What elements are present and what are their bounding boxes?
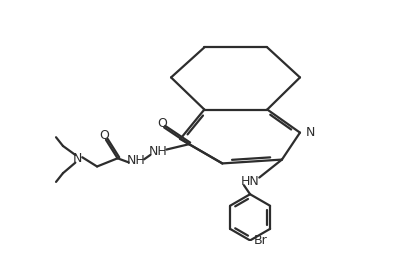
Text: N: N: [73, 152, 82, 165]
Text: HN: HN: [241, 175, 259, 188]
Text: NH: NH: [148, 145, 168, 158]
Text: Br: Br: [254, 234, 268, 247]
Text: O: O: [99, 130, 109, 143]
Text: N: N: [305, 126, 315, 139]
Text: O: O: [158, 117, 168, 130]
Text: NH: NH: [127, 154, 146, 167]
